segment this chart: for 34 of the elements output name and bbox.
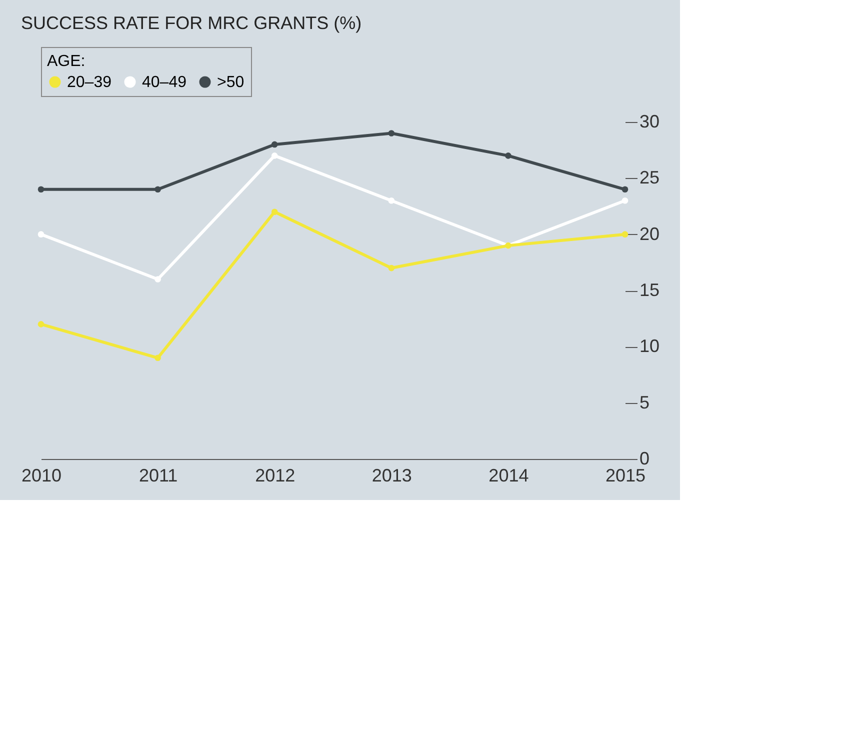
legend-title: AGE:: [47, 53, 86, 70]
point: [388, 130, 395, 136]
y-tick-label: 20: [640, 224, 660, 244]
y-tick-label: 25: [640, 168, 660, 188]
legend-label: >50: [217, 74, 244, 91]
point: [505, 152, 512, 159]
legend-label: 40–49: [142, 74, 187, 91]
legend-label: 20–39: [67, 74, 112, 91]
y-tick-label: 0: [640, 448, 650, 468]
point: [622, 186, 628, 193]
point: [38, 186, 44, 193]
point: [38, 231, 44, 238]
y-tick-label: 15: [640, 280, 660, 300]
point: [622, 231, 628, 238]
point: [271, 152, 278, 159]
y-tick-label: 5: [640, 392, 650, 412]
y-tick-label: 10: [640, 336, 660, 356]
point: [271, 141, 278, 148]
point: [271, 208, 278, 216]
point: [622, 197, 628, 204]
point: [154, 186, 161, 193]
point: [38, 321, 44, 328]
chart-title: SUCCESS RATE FOR MRC GRANTS (%): [20, 13, 362, 33]
x-tick-label: 2015: [605, 466, 646, 486]
y-tick-label: 30: [640, 112, 660, 132]
x-tick-label: 2010: [21, 466, 62, 486]
x-tick-label: 2011: [138, 466, 178, 486]
x-tick-label: 2014: [488, 466, 529, 486]
x-tick-label: 2013: [372, 466, 412, 486]
point: [154, 276, 161, 282]
point: [154, 354, 161, 362]
point: [388, 197, 395, 204]
x-tick-label: 2012: [255, 466, 296, 486]
point: [388, 264, 395, 272]
